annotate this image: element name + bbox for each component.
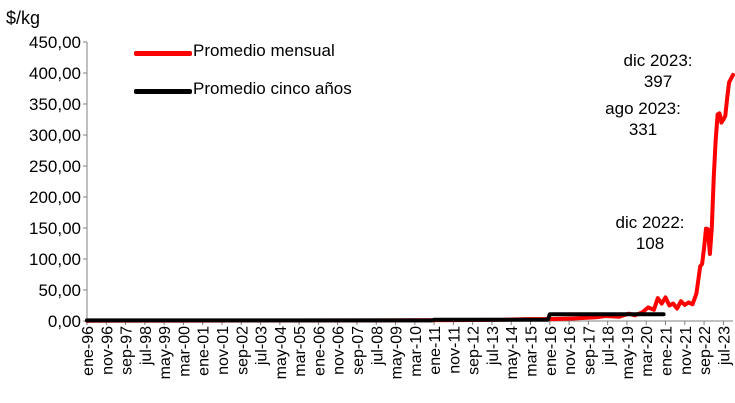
x-tick-label: mar-10 [408, 326, 425, 377]
x-tick-label: sep-12 [466, 326, 483, 375]
x-tick-label: jul-98 [138, 326, 155, 366]
legend-swatch-five-year [134, 89, 192, 94]
x-tick-label: mar-15 [524, 326, 541, 377]
x-tick-label: jul-23 [716, 326, 733, 366]
x-tick-label: ene-16 [543, 326, 560, 376]
x-tick-label: nov-96 [99, 326, 116, 375]
x-tick-label: nov-01 [215, 326, 232, 375]
annotation-dec-2023-value: 397 [643, 72, 673, 91]
y-tick-label: 100,00 [29, 250, 81, 269]
y-tick-label: 350,00 [29, 95, 81, 114]
y-tick-label: 150,00 [29, 219, 81, 238]
x-tick-label: mar-05 [292, 326, 309, 377]
x-tick-label: sep-02 [234, 326, 251, 375]
x-tick-label: mar-20 [639, 326, 656, 377]
annotation-dec-2023-label: dic 2023: [623, 51, 693, 70]
annotation-aug-2023-value: 331 [628, 120, 658, 139]
y-tick-label: 0,00 [48, 312, 81, 331]
x-tick-label: jul-08 [369, 326, 386, 366]
x-tick-label: may-19 [620, 326, 637, 379]
x-tick-label: jul-03 [254, 326, 271, 366]
x-tick-label: nov-16 [562, 326, 579, 375]
x-tick-label: may-09 [389, 326, 406, 379]
x-tick-label: nov-06 [331, 326, 348, 375]
annotation-aug-2023: ago 2023: 331 [588, 98, 698, 140]
y-tick-label: 250,00 [29, 157, 81, 176]
x-tick-label: jul-18 [601, 326, 618, 366]
x-tick-label: ene-96 [80, 326, 97, 376]
x-tick-label: sep-97 [119, 326, 136, 375]
y-tick-label: 50,00 [38, 281, 81, 300]
x-tick-label: may-04 [273, 326, 290, 379]
x-tick-label: sep-07 [350, 326, 367, 375]
annotation-dec-2023: dic 2023: 397 [612, 50, 704, 92]
y-tick-label: 450,00 [29, 33, 81, 52]
x-tick-label: may-14 [504, 326, 521, 379]
x-tick-label: ene-11 [427, 326, 444, 375]
x-tick-label: nov-11 [446, 326, 463, 374]
x-tick-label: mar-00 [176, 326, 193, 377]
y-axis-label: $/kg [6, 8, 41, 28]
x-tick-label: may-99 [157, 326, 174, 379]
x-tick-label: sep-17 [581, 326, 598, 375]
series-line-monthly [85, 72, 735, 323]
series-line-five-year [85, 312, 666, 323]
y-tick-label: 300,00 [29, 126, 81, 145]
x-tick-label: jul-13 [485, 326, 502, 366]
x-tick-label: sep-22 [697, 326, 714, 375]
y-tick-label: 200,00 [29, 188, 81, 207]
annotation-aug-2023-label: ago 2023: [605, 99, 681, 118]
x-tick-label: ene-06 [311, 326, 328, 376]
legend-label-monthly: Promedio mensual [193, 41, 335, 60]
annotation-dec-2022-value: 108 [635, 234, 665, 253]
annotation-dec-2022: dic 2022: 108 [604, 212, 696, 254]
x-tick-label: nov-21 [678, 326, 695, 375]
x-tick-label: ene-01 [196, 326, 213, 376]
x-tick-label: ene-21 [659, 326, 676, 376]
legend-label-five-year: Promedio cinco años [193, 79, 352, 98]
annotation-dec-2022-label: dic 2022: [615, 213, 685, 232]
y-tick-label: 400,00 [29, 64, 81, 83]
legend-swatch-monthly [134, 51, 192, 56]
